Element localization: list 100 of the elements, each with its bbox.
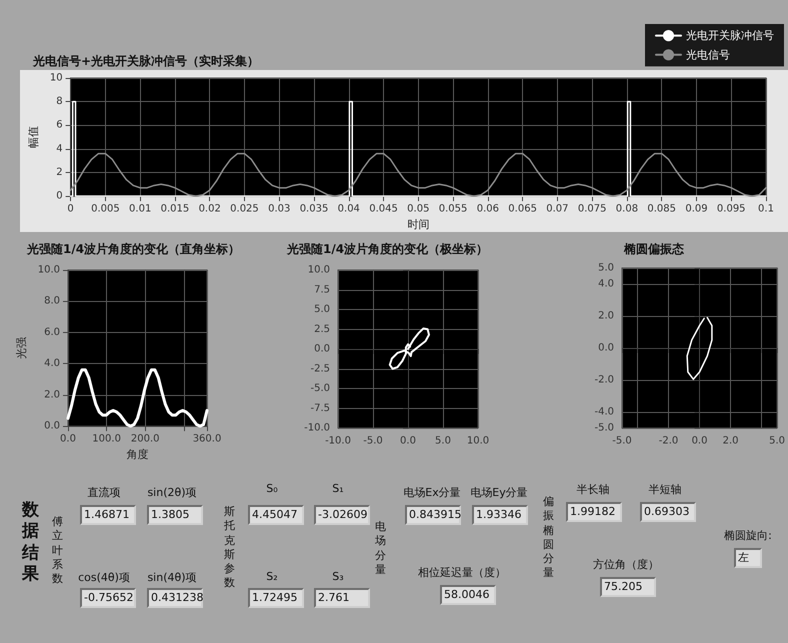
y-tick-label: 6.0: [44, 326, 60, 338]
x-tick-label: 0.0: [692, 436, 708, 446]
text: 直流项: [88, 486, 120, 499]
chart-title: 光强随1/4波片角度的变化（直角坐标）: [26, 242, 240, 256]
y-tick-label: 4: [56, 143, 63, 154]
text: 半短轴: [648, 483, 682, 496]
y-tick-label: -2.0: [594, 374, 614, 386]
y-tick-label: -10.0: [304, 422, 330, 434]
y-tick-label: 0: [56, 190, 63, 202]
x-axis-title: 时间: [407, 218, 430, 231]
text-field: 0.843915: [405, 505, 461, 525]
text: 斯托克斯参数: [224, 505, 235, 591]
x-tick-label: -5.0: [363, 436, 383, 446]
text: 偏振椭圆分量: [543, 495, 554, 581]
y-tick-label: 10: [50, 72, 63, 84]
x-tick-label: 0.05: [407, 204, 430, 215]
x-tick-label: 2.0: [722, 436, 738, 446]
x-tick-label: 0.0: [400, 436, 416, 446]
text: 电场Ey分量: [470, 486, 528, 499]
y-tick-label: 2: [56, 166, 63, 178]
x-tick-label: 0.045: [369, 204, 398, 215]
x-tick-label: 5.0: [769, 436, 785, 446]
text-field: -3.02609: [314, 505, 370, 525]
text-field: 58.0046: [440, 585, 496, 605]
text-field: 0.431238: [147, 588, 203, 608]
text: 相位延迟量（度）: [417, 565, 507, 580]
text-field: 1.46871: [80, 505, 136, 525]
y-tick-label: 8: [56, 96, 63, 108]
y-tick-label: -5.0: [310, 383, 330, 394]
chart-title: 光强随1/4波片角度的变化（极坐标）: [286, 242, 488, 256]
text-field: 左: [734, 548, 762, 568]
y-tick-label: -2.5: [310, 363, 330, 374]
text-field: 1.99182: [566, 502, 622, 522]
y-tick-label: -7.5: [310, 402, 330, 414]
y-tick-label: 8.0: [44, 296, 60, 307]
y-tick-label: 4.0: [44, 358, 60, 370]
x-tick-label: -10.0: [325, 436, 351, 446]
y-tick-label: 10.0: [308, 264, 330, 276]
y-tick-label: 0.0: [598, 342, 614, 354]
y-axis-title: 光强: [14, 337, 28, 360]
y-tick-label: -4.0: [594, 406, 614, 418]
text-field: 1.72495: [248, 588, 304, 608]
legend-label: 光电信号: [686, 48, 730, 62]
x-tick-label: 0.065: [508, 204, 537, 215]
x-tick-label: 0.005: [91, 204, 120, 215]
y-axis-title: 幅值: [27, 126, 40, 148]
y-tick-label: 7.5: [314, 284, 330, 296]
text-field: 0.69303: [640, 502, 696, 522]
text-field: 4.45047: [248, 505, 304, 525]
y-tick-label: 2.5: [314, 324, 330, 335]
text: 傅立叶系数: [52, 515, 63, 586]
text: 椭圆旋向:: [723, 528, 773, 543]
x-tick-label: 0.1: [758, 204, 774, 215]
x-tick-label: 0.07: [546, 204, 569, 215]
y-tick-label: 10.0: [38, 264, 60, 276]
y-tick-label: 0.0: [44, 420, 60, 432]
chart-title: 光电信号+光电开关脉冲信号（实时采集）: [32, 54, 260, 68]
text: 半长轴: [576, 483, 610, 496]
text-field: -0.75652: [80, 588, 136, 608]
text-field: 1.93346: [472, 505, 528, 525]
x-tick-label: 0.035: [300, 204, 328, 215]
x-tick-label: 360.0: [192, 434, 222, 445]
x-tick-label: 0.04: [338, 204, 360, 215]
x-tick-label: 0.08: [616, 204, 638, 215]
text-field: 75.205: [600, 577, 656, 597]
x-tick-label: 0: [67, 204, 74, 215]
text: S₀: [265, 482, 279, 495]
x-tick-label: 0.015: [160, 204, 190, 215]
text: sin(4θ)项: [147, 571, 197, 584]
y-tick-label: 6: [56, 120, 63, 131]
x-tick-label: 0.085: [647, 204, 676, 215]
text: S₁: [331, 482, 345, 495]
x-tick-label: 0.025: [230, 204, 259, 215]
y-tick-label: 2.0: [44, 389, 60, 400]
x-tick-label: 0.055: [438, 204, 468, 215]
x-axis-title: 角度: [126, 448, 148, 461]
text: 数据结果: [22, 500, 39, 585]
x-tick-label: -2.0: [658, 436, 678, 446]
y-tick-label: 4.0: [598, 278, 614, 290]
x-tick-label: 0.09: [685, 204, 708, 215]
x-tick-label: 0.02: [198, 204, 221, 215]
x-tick-label: 100.0: [92, 434, 121, 445]
x-tick-label: 0.095: [716, 204, 746, 215]
y-tick-label: 2.0: [598, 310, 614, 322]
text: 电场分量: [375, 520, 386, 578]
x-tick-label: 0.06: [476, 204, 499, 215]
x-tick-label: 0.03: [268, 204, 290, 215]
y-tick-label: 0.0: [314, 344, 330, 354]
x-tick-label: 0.01: [129, 204, 152, 215]
text: S₂: [266, 570, 278, 583]
x-tick-label: 5.0: [435, 436, 451, 446]
text: S₃: [332, 570, 344, 583]
x-tick-label: 200.0: [130, 434, 160, 445]
y-tick-label: -5.0: [594, 422, 614, 434]
y-tick-label: 5.0: [314, 304, 330, 315]
legend-label: 光电开关脉冲信号: [686, 29, 774, 42]
y-tick-label: 5.0: [598, 262, 614, 274]
text: 方位角（度）: [592, 557, 660, 572]
x-tick-label: 0.075: [578, 204, 606, 215]
x-tick-label: 10.0: [466, 436, 490, 446]
